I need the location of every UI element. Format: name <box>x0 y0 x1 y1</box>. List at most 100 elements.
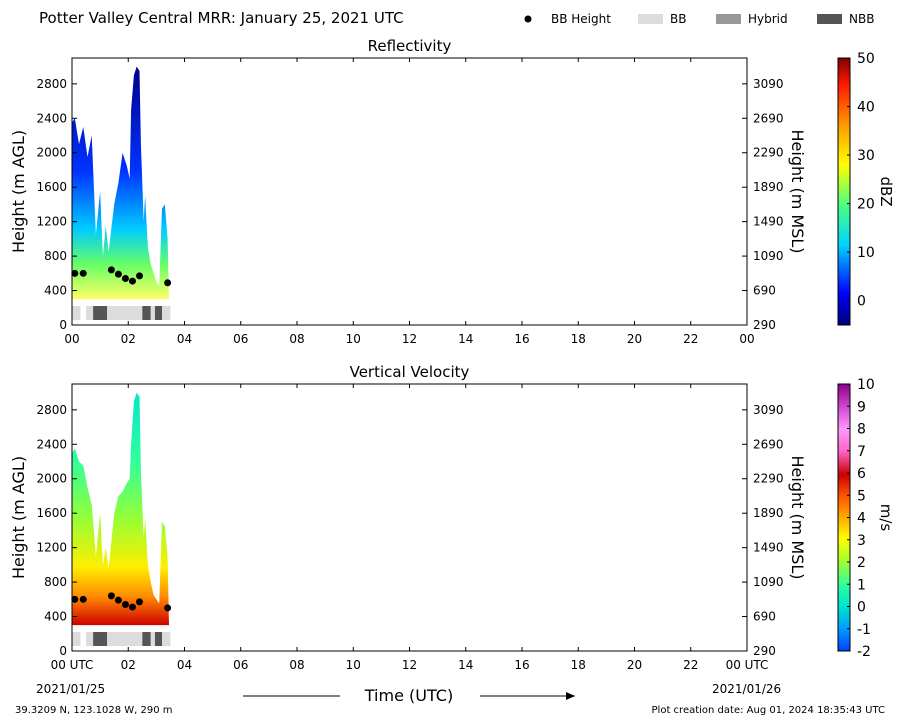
bb-height-point <box>121 600 129 608</box>
y-tick-label: 1600 <box>36 180 67 194</box>
bb-height-point <box>164 279 172 287</box>
legend-item: NBB <box>817 12 874 26</box>
legend-swatch <box>638 14 663 24</box>
bb-height-point <box>107 592 115 600</box>
creation-date: Plot creation date: Aug 01, 2024 18:35:4… <box>651 705 885 716</box>
x-tick-label: 20 <box>627 332 642 346</box>
colorbar-tick-label: 3 <box>857 533 866 549</box>
x-tick-label: 16 <box>514 332 529 346</box>
colorbar-tick-label: 5 <box>857 488 866 504</box>
colorbar-ramp <box>837 57 851 326</box>
bb-type-segment <box>162 306 171 320</box>
x-tick-label: 00 UTC <box>726 658 769 672</box>
x-tick-label: 16 <box>514 658 529 672</box>
echo-column <box>72 392 170 626</box>
legend-swatch <box>716 14 741 24</box>
y-tick-label: 800 <box>44 575 67 589</box>
bb-height-point <box>128 277 136 285</box>
y2-axis-label: Height (m MSL) <box>788 455 807 579</box>
legend-label: NBB <box>849 12 874 26</box>
y-tick-label: 2800 <box>36 77 67 91</box>
x-tick-label: 14 <box>458 332 473 346</box>
bb-type-segment <box>142 632 151 646</box>
bb-type-segment <box>150 306 155 320</box>
panel-title: Vertical Velocity <box>350 363 470 381</box>
bb-type-segment <box>154 306 162 320</box>
x-tick-label: 08 <box>289 332 304 346</box>
bb-height-point <box>114 596 122 604</box>
y2-tick-label: 2290 <box>753 146 784 160</box>
x-tick-label: 22 <box>683 658 698 672</box>
colorbar-tick-label: 9 <box>857 399 866 415</box>
colorbar-tick-label: 40 <box>857 100 875 116</box>
legend-label: BB <box>670 12 686 26</box>
legend-item: BB Height <box>524 12 611 26</box>
x-tick-label: 06 <box>233 658 248 672</box>
legend-item: Hybrid <box>716 12 788 26</box>
colorbar-tick-label: 0 <box>857 600 866 616</box>
x-tick-label: 18 <box>571 332 586 346</box>
bb-height-point <box>136 272 143 280</box>
x-tick-label: 12 <box>402 332 417 346</box>
bb-type-segment <box>72 632 81 646</box>
bb-type-segment <box>86 306 94 320</box>
plot-title: Potter Valley Central MRR: January 25, 2… <box>39 9 404 27</box>
bb-height-point <box>79 595 87 603</box>
y2-tick-label: 2290 <box>753 472 784 486</box>
panel-title: Reflectivity <box>368 37 452 55</box>
y-tick-label: 800 <box>44 249 67 263</box>
y2-tick-label: 1090 <box>753 249 784 263</box>
bb-height-point <box>164 604 172 612</box>
colorbar-tick-label: 50 <box>857 51 875 67</box>
legend-item: BB <box>638 12 686 26</box>
x-tick-label: 20 <box>627 658 642 672</box>
bb-height-point <box>79 269 87 277</box>
x-tick-label: 10 <box>346 332 361 346</box>
x-tick-label: 08 <box>289 658 304 672</box>
colorbar-tick-label: 2 <box>857 555 866 571</box>
y-tick-label: 1200 <box>36 541 67 555</box>
y2-tick-label: 290 <box>753 644 776 658</box>
y2-tick-label: 1490 <box>753 215 784 229</box>
x-tick-label: 00 <box>739 332 754 346</box>
bb-type-segment <box>93 632 108 646</box>
x-tick-label: 22 <box>683 332 698 346</box>
plot-frame <box>71 57 748 326</box>
y2-tick-label: 2690 <box>753 437 784 451</box>
bb-type-segment <box>150 632 155 646</box>
colorbar-tick-label: 30 <box>857 148 875 164</box>
colorbar-tick-label: -2 <box>857 644 871 660</box>
colorbar-tick-label: 6 <box>857 466 866 482</box>
y-tick-label: 400 <box>44 284 67 298</box>
colorbar-label: m/s <box>877 504 895 532</box>
colorbar-tick-label: 10 <box>857 377 875 393</box>
y-axis-label: Height (m AGL) <box>9 130 28 253</box>
bb-height-point <box>107 266 115 274</box>
y-tick-label: 2000 <box>36 472 67 486</box>
bb-height-point <box>128 603 136 611</box>
x-tick-label: 00 <box>64 332 79 346</box>
plot-frame <box>71 383 748 652</box>
colorbar-tick-label: 0 <box>857 294 866 310</box>
y2-tick-label: 1890 <box>753 506 784 520</box>
y2-tick-label: 3090 <box>753 403 784 417</box>
y2-tick-label: 1090 <box>753 575 784 589</box>
end-date: 2021/01/26 <box>712 682 782 696</box>
colorbar-tick-label: 1 <box>857 577 866 593</box>
legend-swatch <box>817 14 842 24</box>
x-tick-label: 14 <box>458 658 473 672</box>
x-tick-label: 02 <box>121 658 136 672</box>
bb-type-segment <box>93 306 108 320</box>
y2-axis-label: Height (m MSL) <box>788 129 807 253</box>
bb-height-point <box>136 598 143 606</box>
y-tick-label: 1200 <box>36 215 67 229</box>
echo-column <box>72 66 170 300</box>
y-tick-label: 1600 <box>36 506 67 520</box>
colorbar-tick-label: -1 <box>857 622 871 638</box>
x-tick-label: 02 <box>121 332 136 346</box>
y2-tick-label: 690 <box>753 284 776 298</box>
bb-type-segment <box>107 306 143 320</box>
bb-type-segment <box>86 632 94 646</box>
y-tick-label: 2400 <box>36 437 67 451</box>
